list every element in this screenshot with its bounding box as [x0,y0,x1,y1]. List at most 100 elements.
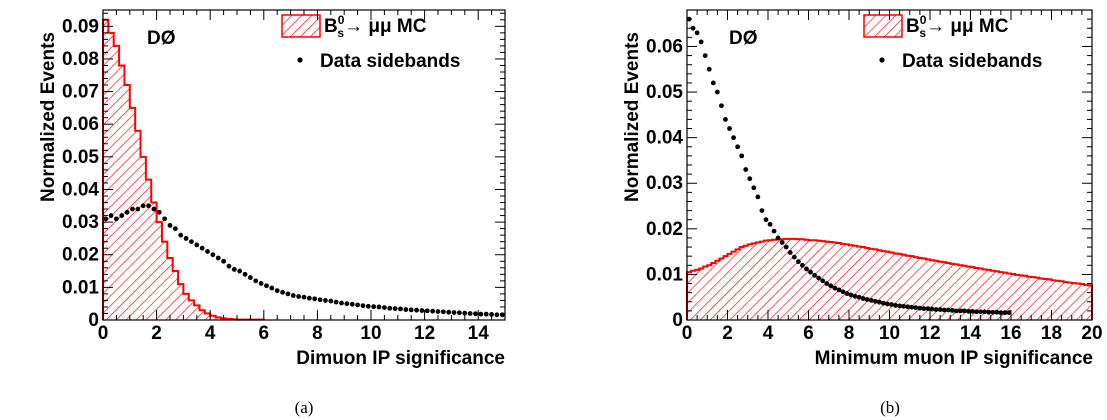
data-point [317,297,323,303]
legend-mc-label: B0 s→ μμ MC [906,13,1009,40]
legend-data-marker [297,57,303,63]
data-point [714,89,720,95]
legend-data-label: Data sidebands [320,51,460,72]
data-point [446,309,452,315]
data-point [269,285,275,291]
data-point [860,296,866,301]
data-point [735,144,741,150]
data-point [124,209,130,215]
legend-mc-swatch [863,14,903,38]
data-point [998,310,1004,316]
y-tick-label: 0.04 [646,128,683,149]
data-point [848,292,854,298]
data-point [194,242,200,248]
data-point [771,228,777,234]
data-point [966,308,971,314]
data-point [382,305,387,310]
data-point [221,258,227,264]
data-point [909,304,915,310]
data-point [339,300,344,306]
experiment-label: DØ [729,28,758,49]
legend-mc-sub: s [919,26,926,40]
data-point [824,281,830,286]
data-point [108,213,114,218]
data-point [812,272,817,278]
data-point [103,216,109,222]
data-point [889,302,894,307]
data-point [494,312,500,318]
data-point [791,254,797,260]
data-point [723,117,728,122]
data-point [462,310,468,316]
legend-data-marker [879,57,885,63]
data-point [344,301,350,307]
data-point [483,311,489,317]
data-point [897,303,903,309]
data-point [1002,310,1008,316]
x-tick-label: 12 [919,323,940,344]
data-point [937,307,943,312]
y-tick-label: 0.09 [62,16,99,37]
data-point [264,283,269,289]
data-point [430,308,436,314]
data-point [306,295,312,301]
data-point [974,309,979,315]
legend-mc-b: B [324,16,338,37]
data-point [751,185,757,191]
data-point [205,249,210,254]
data-point [783,244,789,250]
data-point [167,222,173,228]
legend-mc-sup: 0 [920,13,927,27]
data-point [929,306,935,312]
panel-b: Normalized Events Minimum muon IP signif… [622,9,1103,417]
data-point [864,297,870,302]
data-point [296,294,302,299]
data-point [990,309,996,315]
x-tick-label: 10 [360,323,381,344]
data-point [747,176,753,182]
y-tick-label: 0.01 [646,264,683,285]
data-point [844,291,850,296]
data-point [360,303,366,309]
y-tick-label: 0 [88,310,99,331]
data-point [457,310,462,316]
data-point [804,266,809,272]
data-point [135,206,141,212]
data-point [473,311,478,317]
legend-mc-sub: s [337,26,344,40]
data-point [349,301,355,307]
legend-data-label: Data sidebands [902,51,1042,72]
data-point [763,217,769,223]
data-point [941,307,947,313]
x-tick-label: 6 [259,323,270,344]
x-tick-label: 4 [205,323,216,344]
data-point [215,255,221,261]
data-point [376,304,382,310]
data-point [800,262,805,268]
x-axis-label: Minimum muon IP significance [815,348,1093,369]
data-point [237,268,243,274]
data-point [156,209,162,215]
data-point [333,299,339,305]
data-point [767,221,773,227]
data-point [162,216,168,222]
data-point [151,206,157,212]
data-point [435,309,441,314]
data-point [140,203,146,209]
y-tick-label: 0.05 [62,147,99,168]
x-tick-label: 2 [151,323,162,344]
data-point [248,275,253,280]
data-point [731,135,736,141]
data-point [210,252,216,258]
data-point [970,308,975,314]
legend-mc-b: B [906,16,920,37]
x-axis-label: Dimuon IP significance [296,348,505,369]
x-tick-label: 20 [1081,323,1102,344]
data-point [706,66,712,72]
data-point [787,250,793,255]
data-point [808,269,813,275]
data-point [925,306,931,312]
data-point [172,226,178,232]
data-point [130,206,135,212]
